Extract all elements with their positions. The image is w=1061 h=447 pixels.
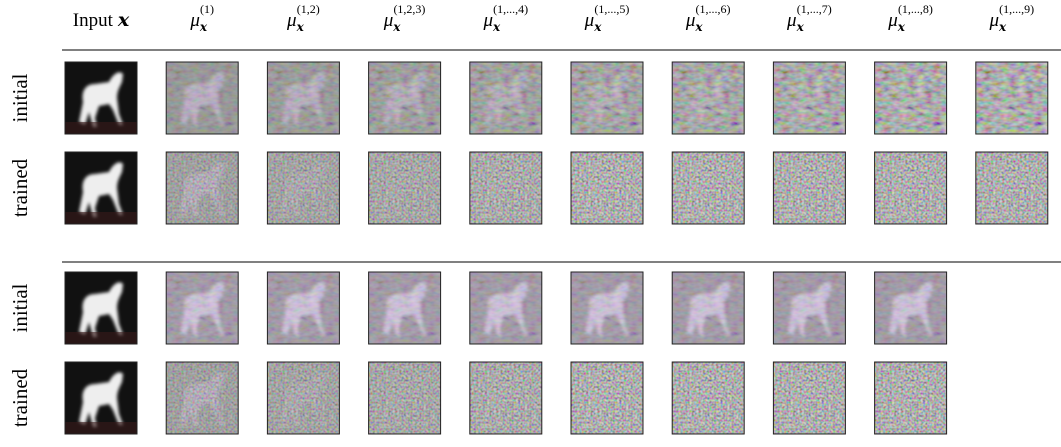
header-base: μ (685, 10, 696, 31)
image-thumbnail (875, 62, 947, 134)
image-thumbnail (267, 362, 339, 434)
image-thumbnail (875, 152, 947, 224)
header-sub: 𝒙 (694, 20, 703, 34)
image-thumbnail (470, 152, 542, 224)
header-sub: 𝒙 (796, 20, 805, 34)
row-label: initial (8, 283, 32, 332)
image-thumbnail (571, 152, 643, 224)
header-sub: 𝒙 (998, 20, 1007, 34)
header-sup: (1,2) (297, 2, 320, 16)
column-header: μ𝒙 (1,2,3) (383, 2, 426, 34)
image-thumbnail (166, 62, 238, 134)
image-thumbnail (571, 362, 643, 434)
image-thumbnail (672, 272, 744, 344)
header-sub: 𝒙 (296, 20, 305, 34)
image-thumbnail (369, 62, 441, 134)
image-thumbnail (773, 272, 845, 344)
image-thumbnail (571, 272, 643, 344)
header-base: μ (383, 10, 394, 31)
header-sup: (1,...,9) (999, 2, 1034, 16)
header-base: μ (189, 10, 200, 31)
header-base: μ (786, 10, 797, 31)
header-base: μ (286, 10, 297, 31)
image-thumbnail (470, 272, 542, 344)
image-thumbnail (166, 362, 238, 434)
image-thumbnail (65, 152, 137, 224)
image-thumbnail (773, 362, 845, 434)
header-sup: (1,...,5) (594, 2, 629, 16)
image-thumbnail (773, 62, 845, 134)
image-thumbnail (267, 272, 339, 344)
header-sup: (1,...,6) (696, 2, 731, 16)
image-thumbnail (976, 152, 1048, 224)
header-base: μ (584, 10, 595, 31)
image-thumbnail (267, 62, 339, 134)
image-thumbnail (267, 152, 339, 224)
image-thumbnail (166, 152, 238, 224)
header-sub: 𝒙 (593, 20, 602, 34)
header-base: μ (887, 10, 898, 31)
column-header: μ𝒙 (1,2) (286, 2, 320, 34)
image-thumbnail (65, 272, 137, 344)
image-thumbnail (672, 362, 744, 434)
header-sup: (1,...,7) (797, 2, 832, 16)
image-thumbnail (976, 62, 1048, 134)
header-sup: (1,...,4) (493, 2, 528, 16)
column-header: μ𝒙 (1,...,6) (685, 2, 731, 34)
column-header: μ𝒙 (1,...,4) (482, 2, 528, 34)
column-header: μ𝒙 (1,...,7) (786, 2, 832, 34)
header-sub: 𝒙 (392, 20, 401, 34)
header-text: Input (73, 10, 114, 31)
row-label: trained (8, 368, 32, 427)
header-var: 𝒙 (117, 10, 130, 31)
image-thumbnail (875, 272, 947, 344)
image-thumbnail (470, 362, 542, 434)
image-thumbnail (672, 152, 744, 224)
page: {"header": {"columns": [ {"text": "Input… (0, 0, 1061, 442)
row-label: initial (8, 73, 32, 122)
column-header: μ𝒙 (1,...,5) (584, 2, 630, 34)
row-label: trained (8, 158, 32, 217)
figure: Input𝒙μ𝒙(1)μ𝒙(1,2)μ𝒙(1,2,3)μ𝒙(1,...,4)μ𝒙… (0, 0, 1061, 442)
header-sub: 𝒙 (897, 20, 906, 34)
column-header: μ𝒙 (1,...,9) (988, 2, 1034, 34)
image-thumbnail (369, 272, 441, 344)
image-thumbnail (571, 62, 643, 134)
header-base: μ (482, 10, 493, 31)
header-sup: (1,...,8) (898, 2, 933, 16)
header-sup: (1) (200, 2, 214, 16)
image-thumbnail (470, 62, 542, 134)
header-base: μ (988, 10, 999, 31)
image-thumbnail (369, 152, 441, 224)
header-sup: (1,2,3) (393, 2, 425, 16)
image-thumbnail (166, 272, 238, 344)
image-thumbnail (773, 152, 845, 224)
image-thumbnail (875, 362, 947, 434)
column-header: μ𝒙 (1,...,8) (887, 2, 933, 34)
column-header: μ𝒙 (1) (189, 2, 214, 34)
image-thumbnail (65, 362, 137, 434)
header-sub: 𝒙 (492, 20, 501, 34)
image-thumbnail (672, 62, 744, 134)
header-sub: 𝒙 (199, 20, 208, 34)
image-thumbnail (369, 362, 441, 434)
image-thumbnail (65, 62, 137, 134)
